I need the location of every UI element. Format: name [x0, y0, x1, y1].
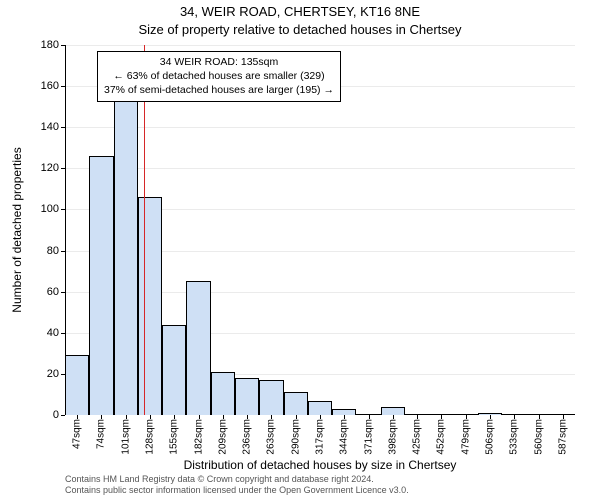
y-tick-label: 80 [47, 245, 59, 257]
x-tick-label: 560sqm [533, 419, 544, 455]
histogram-bar [186, 281, 210, 415]
histogram-bar [308, 401, 332, 415]
annotation-line1: 34 WEIR ROAD: 135sqm [104, 55, 334, 69]
annotation-line3: 37% of semi-detached houses are larger (… [104, 83, 334, 97]
histogram-bar [211, 372, 235, 415]
x-tick-label: 479sqm [460, 419, 471, 455]
histogram-bar [235, 378, 259, 415]
grid-line [65, 127, 575, 128]
y-tick-label: 60 [47, 286, 59, 298]
histogram-bar [284, 392, 308, 415]
x-tick-label: 533sqm [509, 419, 520, 455]
chart-title-main: 34, WEIR ROAD, CHERTSEY, KT16 8NE [0, 4, 600, 19]
grid-line [65, 45, 575, 46]
x-tick-label: 371sqm [363, 419, 374, 455]
x-tick-label: 263sqm [266, 419, 277, 455]
caption-line2: Contains public sector information licen… [65, 485, 575, 496]
x-tick-label: 587sqm [557, 419, 568, 455]
x-tick-label: 452sqm [436, 419, 447, 455]
x-tick-label: 209sqm [217, 419, 228, 455]
x-tick-label: 128sqm [145, 419, 156, 455]
x-tick-label: 155sqm [169, 419, 180, 455]
y-tick-label: 0 [53, 409, 59, 421]
y-tick-label: 100 [41, 203, 59, 215]
caption: Contains HM Land Registry data © Crown c… [65, 474, 575, 496]
histogram-bar [114, 98, 138, 415]
histogram-bar [89, 156, 113, 415]
histogram-bar [259, 380, 283, 415]
y-tick-label: 160 [41, 80, 59, 92]
x-tick-label: 425sqm [412, 419, 423, 455]
chart-title-sub: Size of property relative to detached ho… [0, 22, 600, 37]
x-tick-label: 344sqm [339, 419, 350, 455]
plot-area: 02040608010012014016018047sqm74sqm101sqm… [65, 45, 575, 415]
y-tick-label: 20 [47, 368, 59, 380]
histogram-bar [381, 407, 405, 415]
x-axis-label: Distribution of detached houses by size … [65, 458, 575, 472]
x-tick-label: 506sqm [485, 419, 496, 455]
x-tick-label: 47sqm [72, 419, 83, 449]
x-tick-label: 182sqm [193, 419, 204, 455]
histogram-bar [138, 197, 162, 415]
x-tick-label: 290sqm [290, 419, 301, 455]
x-tick-label: 101sqm [120, 419, 131, 455]
x-tick-label: 398sqm [387, 419, 398, 455]
histogram-bar [162, 325, 186, 415]
y-tick-label: 180 [41, 39, 59, 51]
y-tick-label: 140 [41, 121, 59, 133]
y-tick-label: 120 [41, 162, 59, 174]
x-tick-label: 74sqm [96, 419, 107, 449]
annotation-box: 34 WEIR ROAD: 135sqm← 63% of detached ho… [97, 51, 341, 102]
grid-line [65, 168, 575, 169]
x-tick-label: 317sqm [315, 419, 326, 455]
y-tick-mark [61, 415, 65, 416]
caption-line1: Contains HM Land Registry data © Crown c… [65, 474, 575, 485]
y-tick-label: 40 [47, 327, 59, 339]
y-axis-label: Number of detached properties [10, 147, 24, 312]
histogram-bar [65, 355, 89, 415]
chart-container: 34, WEIR ROAD, CHERTSEY, KT16 8NE Size o… [0, 0, 600, 500]
x-tick-label: 236sqm [242, 419, 253, 455]
y-axis-label-wrap: Number of detached properties [10, 45, 24, 415]
annotation-line2: ← 63% of detached houses are smaller (32… [104, 69, 334, 83]
